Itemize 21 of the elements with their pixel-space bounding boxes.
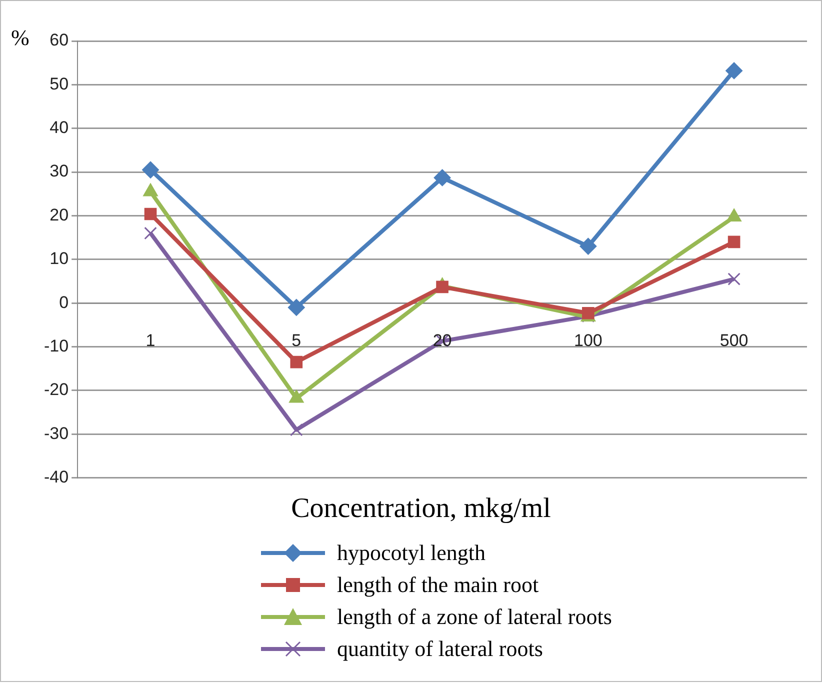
x-tick-label: 100: [574, 330, 602, 350]
x-tick-label: 1: [146, 330, 156, 350]
y-tick-label: -40: [44, 467, 69, 486]
x-axis-title: Concentration, mkg/ml: [290, 493, 552, 525]
y-tick-label: -30: [44, 424, 69, 443]
legend-label: quantity of lateral roots: [337, 636, 543, 662]
x-tick-label: 500: [720, 330, 748, 350]
y-tick-label: 60: [50, 30, 69, 50]
y-tick-label: 20: [50, 205, 69, 224]
y-tick-label: 40: [50, 118, 69, 138]
y-tick-label: -20: [44, 380, 69, 400]
legend-label: length of a zone of lateral roots: [337, 604, 612, 630]
y-tick-label: 50: [50, 74, 69, 94]
y-axis-title: %: [11, 25, 30, 51]
y-tick-label: 30: [50, 162, 69, 181]
y-tick-label: -10: [44, 336, 69, 356]
legend-label: hypocotyl length: [337, 540, 486, 566]
y-tick-label: 10: [50, 249, 69, 268]
legend-label: length of the main root: [337, 572, 539, 598]
y-tick-label: 0: [59, 292, 69, 312]
x-tick-label: 5: [292, 330, 302, 350]
